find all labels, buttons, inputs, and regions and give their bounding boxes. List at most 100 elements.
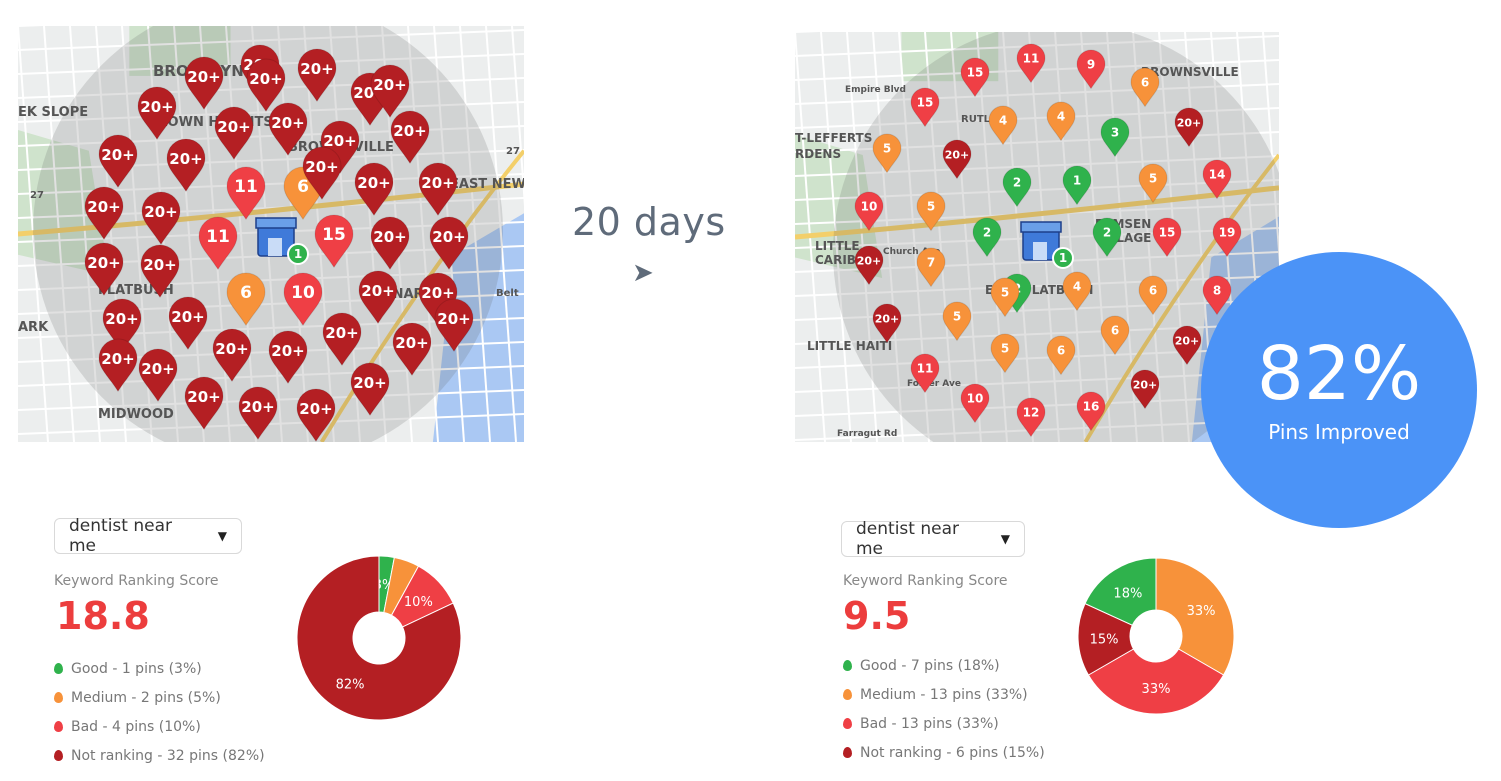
rank-pin[interactable]: 2 bbox=[1002, 167, 1032, 208]
after-score-label: Keyword Ranking Score bbox=[843, 573, 1008, 589]
rank-pin[interactable]: 20+ bbox=[141, 191, 181, 246]
rank-pin[interactable]: 20+ bbox=[354, 162, 394, 217]
rank-pin-label: 8 bbox=[1213, 284, 1221, 298]
rank-pin-label: 6 bbox=[240, 283, 252, 303]
rank-pin[interactable]: 20+ bbox=[370, 216, 410, 271]
rank-pin[interactable]: 6 bbox=[226, 272, 266, 327]
rank-pin[interactable]: 20+ bbox=[238, 386, 278, 441]
rank-pin[interactable]: 20+ bbox=[84, 186, 124, 241]
rank-pin[interactable]: 20+ bbox=[268, 102, 308, 157]
rank-pin[interactable]: 20+ bbox=[418, 272, 458, 327]
donut-slice-label: 10% bbox=[404, 595, 433, 610]
rank-pin[interactable]: 20+ bbox=[184, 376, 224, 431]
rank-pin[interactable]: 20+ bbox=[350, 362, 390, 417]
rank-pin[interactable]: 20+ bbox=[214, 106, 254, 161]
rank-pin[interactable]: 5 bbox=[1138, 163, 1168, 204]
rank-pin-label: 20+ bbox=[373, 76, 406, 94]
rank-pin[interactable]: 5 bbox=[916, 191, 946, 232]
before-keyword-dropdown[interactable]: dentist near me ▼ bbox=[54, 516, 242, 556]
rank-pin[interactable]: 20+ bbox=[302, 146, 342, 201]
rank-pin[interactable]: 20+ bbox=[166, 138, 206, 193]
rank-pin[interactable]: 20+ bbox=[1130, 369, 1160, 410]
rank-pin[interactable]: 20+ bbox=[296, 388, 336, 442]
rank-pin[interactable]: 11 bbox=[1016, 43, 1046, 84]
rank-pin[interactable]: 15 bbox=[314, 214, 354, 269]
rank-pin-label: 20+ bbox=[171, 308, 204, 326]
rank-pin[interactable]: 5 bbox=[990, 277, 1020, 318]
rank-pin[interactable]: 15 bbox=[910, 87, 940, 128]
rank-pin-label: 20+ bbox=[875, 313, 900, 326]
rank-pin[interactable]: 20+ bbox=[942, 139, 972, 180]
rank-pin[interactable]: 15 bbox=[960, 57, 990, 98]
rank-pin-label: 15 bbox=[917, 96, 934, 110]
business-location-icon[interactable]: 1 bbox=[1020, 221, 1074, 269]
rank-pin[interactable]: 20+ bbox=[98, 134, 138, 189]
rank-pin[interactable]: 15 bbox=[1152, 217, 1182, 258]
rank-pin[interactable]: 8 bbox=[1202, 275, 1232, 316]
rank-pin[interactable]: 6 bbox=[1130, 67, 1160, 108]
rank-pin[interactable]: 20+ bbox=[370, 64, 410, 119]
bad-pin-icon bbox=[843, 718, 852, 729]
rank-pin[interactable]: 20+ bbox=[246, 58, 286, 113]
rank-pin[interactable]: 20+ bbox=[390, 110, 430, 165]
rank-pin[interactable]: 20+ bbox=[98, 338, 138, 393]
rank-pin[interactable]: 20+ bbox=[212, 328, 252, 383]
rank-pin[interactable]: 19 bbox=[1212, 217, 1242, 258]
rank-pin-label: 20+ bbox=[299, 400, 332, 418]
rank-pin[interactable]: 20+ bbox=[392, 322, 432, 377]
rank-pin[interactable]: 9 bbox=[1076, 49, 1106, 90]
rank-pin[interactable]: 20+ bbox=[1172, 325, 1202, 366]
rank-pin[interactable]: 16 bbox=[1076, 391, 1106, 432]
rank-pin[interactable]: 12 bbox=[1016, 397, 1046, 438]
after-map[interactable]: BROWNSVILLE T-LEFFERTS RDENS LITTLE CARIBBE R… bbox=[795, 32, 1279, 442]
rank-pin[interactable]: 14 bbox=[1202, 159, 1232, 200]
rank-pin[interactable]: 6 bbox=[1100, 315, 1130, 356]
rank-pin[interactable]: 6 bbox=[1138, 275, 1168, 316]
rank-pin[interactable]: 4 bbox=[1062, 271, 1092, 312]
rank-pin[interactable]: 6 bbox=[1046, 335, 1076, 376]
rank-pin[interactable]: 20+ bbox=[434, 298, 474, 353]
rank-pin[interactable]: 5 bbox=[872, 133, 902, 174]
rank-pin[interactable]: 20+ bbox=[418, 162, 458, 217]
rank-pin[interactable]: 5 bbox=[990, 333, 1020, 374]
rank-pin[interactable]: 20+ bbox=[102, 298, 142, 353]
rank-pin[interactable]: 7 bbox=[916, 247, 946, 288]
rank-pin[interactable]: 20+ bbox=[322, 312, 362, 367]
rank-pin[interactable]: 20+ bbox=[358, 270, 398, 325]
rank-pin[interactable]: 20+ bbox=[429, 216, 469, 271]
rank-pin-label: 19 bbox=[1219, 226, 1236, 240]
rank-pin[interactable]: 5 bbox=[942, 301, 972, 342]
business-location-icon[interactable]: 1 bbox=[255, 217, 309, 265]
rank-pin[interactable]: 20+ bbox=[138, 348, 178, 403]
rank-pin[interactable]: 20+ bbox=[1174, 107, 1204, 148]
rank-pin[interactable]: 20+ bbox=[854, 245, 884, 286]
rank-pin[interactable]: 20+ bbox=[137, 86, 177, 141]
rank-pin[interactable]: 2 bbox=[972, 217, 1002, 258]
rank-pin[interactable]: 3 bbox=[1100, 117, 1130, 158]
rank-pin-label: 20+ bbox=[300, 60, 333, 78]
rank-pin[interactable]: 4 bbox=[1046, 101, 1076, 142]
rank-pin[interactable]: 2 bbox=[1092, 217, 1122, 258]
rank-pin-label: 20+ bbox=[187, 388, 220, 406]
rank-pin[interactable]: 20+ bbox=[297, 48, 337, 103]
rank-pin[interactable]: 11 bbox=[910, 353, 940, 394]
not-ranking-pin-icon bbox=[843, 747, 852, 758]
rank-pin[interactable]: 20+ bbox=[184, 56, 224, 111]
after-keyword-dropdown[interactable]: dentist near me ▼ bbox=[841, 519, 1025, 559]
rank-pin[interactable]: 20+ bbox=[168, 296, 208, 351]
rank-pin[interactable]: 10 bbox=[960, 383, 990, 424]
rank-pin[interactable]: 11 bbox=[226, 166, 266, 221]
rank-pin[interactable]: 20+ bbox=[84, 242, 124, 297]
rank-pin[interactable]: 10 bbox=[283, 272, 323, 327]
rank-pin-label: 6 bbox=[1057, 344, 1065, 358]
rank-pin[interactable]: 1 bbox=[1062, 165, 1092, 206]
rank-pin[interactable]: 11 bbox=[198, 216, 238, 271]
before-donut-chart: 3%10%82% bbox=[296, 555, 462, 721]
rank-pin[interactable]: 20+ bbox=[872, 303, 902, 344]
rank-pin[interactable]: 10 bbox=[854, 191, 884, 232]
legend-item-bad: Bad - 4 pins (10%) bbox=[54, 712, 265, 741]
rank-pin[interactable]: 4 bbox=[988, 105, 1018, 146]
rank-pin[interactable]: 20+ bbox=[268, 330, 308, 385]
rank-pin[interactable]: 20+ bbox=[140, 244, 180, 299]
